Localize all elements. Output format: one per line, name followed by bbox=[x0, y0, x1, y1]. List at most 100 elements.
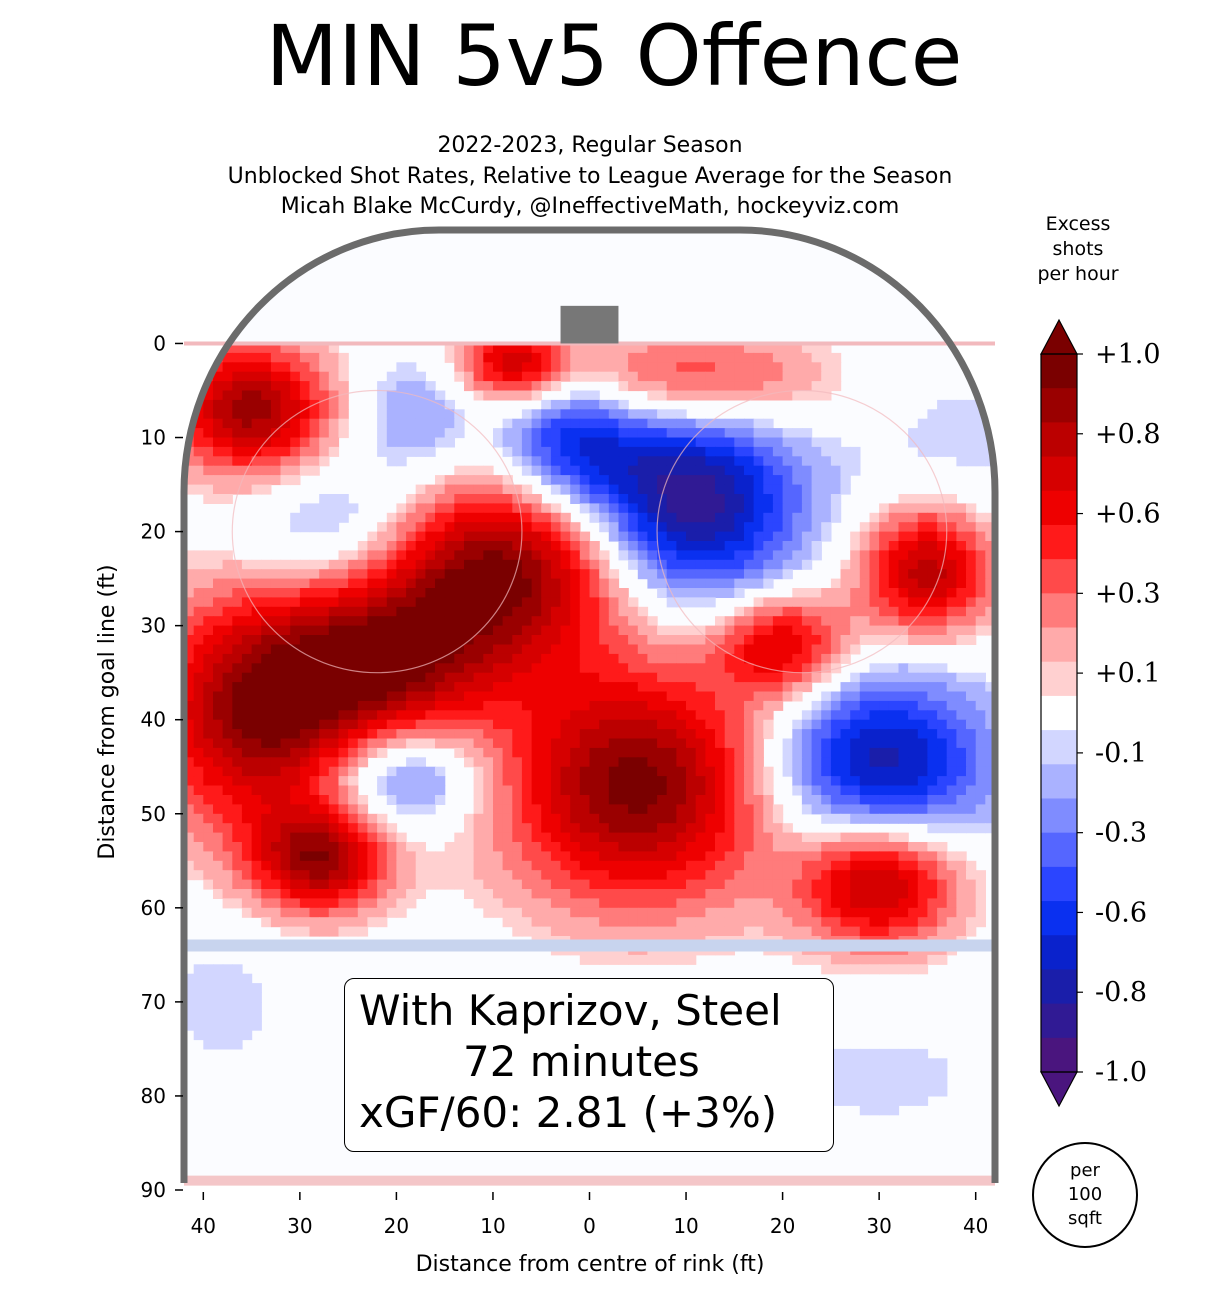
heat-cell bbox=[850, 1067, 861, 1078]
heat-cell bbox=[888, 672, 900, 683]
heat-cell bbox=[309, 578, 320, 589]
heat-cell bbox=[734, 889, 745, 899]
heat-cell bbox=[213, 653, 224, 664]
heat-cell bbox=[473, 729, 484, 740]
heat-cell bbox=[222, 889, 233, 899]
heat-cell bbox=[464, 550, 475, 561]
heat-cell bbox=[454, 343, 465, 354]
heat-cell bbox=[541, 729, 552, 740]
heat-cell bbox=[241, 860, 253, 871]
heat-cell bbox=[502, 663, 513, 674]
heat-cell bbox=[232, 889, 243, 899]
heat-cell bbox=[184, 475, 195, 486]
heat-cell bbox=[715, 889, 726, 899]
heat-cell bbox=[599, 907, 610, 918]
heat-cell bbox=[898, 522, 909, 533]
heat-cell bbox=[425, 879, 436, 890]
heat-cell bbox=[521, 446, 533, 457]
heat-cell bbox=[695, 550, 706, 561]
heat-cell bbox=[338, 578, 349, 589]
heat-cell bbox=[705, 635, 716, 645]
heat-cell bbox=[811, 926, 822, 937]
heat-cell bbox=[985, 541, 995, 551]
heat-cell bbox=[686, 851, 697, 862]
heat-cell bbox=[531, 842, 542, 852]
heat-cell bbox=[425, 635, 436, 645]
heat-cell bbox=[299, 465, 311, 476]
subtitle-description: Unblocked Shot Rates, Relative to League… bbox=[227, 164, 953, 189]
heat-cell bbox=[222, 399, 233, 410]
heat-cell bbox=[763, 719, 774, 730]
heat-cell bbox=[628, 682, 639, 693]
heat-cell bbox=[531, 700, 542, 711]
heat-cell bbox=[251, 823, 262, 834]
heat-cell bbox=[753, 907, 764, 918]
heat-cell bbox=[686, 926, 697, 937]
heat-cell bbox=[454, 465, 465, 476]
heat-cell bbox=[251, 776, 262, 787]
heat-cell bbox=[309, 616, 320, 627]
heat-cell bbox=[512, 719, 523, 730]
heat-cell bbox=[840, 795, 851, 805]
heat-cell bbox=[937, 522, 948, 533]
heat-cell bbox=[348, 635, 359, 645]
heat-cell bbox=[502, 682, 513, 693]
heat-cell bbox=[695, 663, 706, 674]
heat-cell bbox=[270, 700, 282, 711]
heat-cell bbox=[715, 390, 726, 401]
heat-cell bbox=[937, 804, 948, 815]
heat-cell bbox=[415, 606, 426, 617]
heat-cell bbox=[850, 785, 861, 796]
heat-cell bbox=[502, 795, 513, 805]
heat-cell bbox=[879, 907, 890, 918]
heat-cell bbox=[579, 616, 591, 627]
heat-cell bbox=[618, 465, 629, 476]
heat-cell bbox=[753, 456, 764, 467]
heat-cell bbox=[744, 738, 755, 749]
heat-cell bbox=[628, 484, 639, 495]
heat-cell bbox=[357, 804, 369, 815]
heat-cell bbox=[628, 889, 639, 899]
heat-cell bbox=[734, 625, 745, 636]
heat-cell bbox=[637, 813, 649, 824]
heat-cell bbox=[213, 682, 224, 693]
heat-cell bbox=[734, 776, 745, 787]
heat-cell bbox=[705, 503, 716, 514]
heat-cell bbox=[280, 729, 291, 740]
heat-cell bbox=[908, 842, 919, 852]
heat-cell bbox=[946, 766, 957, 777]
heat-cell bbox=[792, 503, 803, 514]
heat-cell bbox=[695, 456, 706, 467]
heat-cell bbox=[753, 889, 764, 899]
heat-cell bbox=[464, 691, 475, 702]
heat-cell bbox=[444, 475, 455, 486]
heat-cell bbox=[657, 870, 668, 881]
heat-cell bbox=[898, 842, 909, 852]
heat-cell bbox=[560, 569, 571, 580]
heat-cell bbox=[386, 456, 398, 467]
heat-cell bbox=[184, 766, 195, 777]
heat-cell bbox=[753, 710, 764, 721]
heat-cell bbox=[657, 653, 668, 664]
heat-cell bbox=[579, 682, 591, 693]
heat-cell bbox=[946, 747, 957, 758]
heat-cell bbox=[850, 446, 861, 457]
heat-cell bbox=[647, 729, 658, 740]
heat-cell bbox=[367, 813, 378, 824]
heat-cell bbox=[309, 747, 320, 758]
x-tick-label: 20 bbox=[384, 1214, 409, 1238]
heat-cell bbox=[473, 541, 484, 551]
heat-cell bbox=[483, 766, 494, 777]
heat-cell bbox=[290, 926, 301, 937]
heat-cell bbox=[222, 437, 233, 448]
heat-cell bbox=[184, 983, 195, 994]
heat-cell bbox=[859, 747, 871, 758]
heat-cell bbox=[985, 766, 995, 777]
heat-cell bbox=[647, 795, 658, 805]
heat-cell bbox=[801, 381, 813, 392]
heat-cell bbox=[676, 541, 687, 551]
heat-cell bbox=[512, 343, 523, 354]
heat-cell bbox=[386, 832, 398, 843]
heat-cell bbox=[377, 776, 388, 787]
heat-cell bbox=[309, 879, 320, 890]
